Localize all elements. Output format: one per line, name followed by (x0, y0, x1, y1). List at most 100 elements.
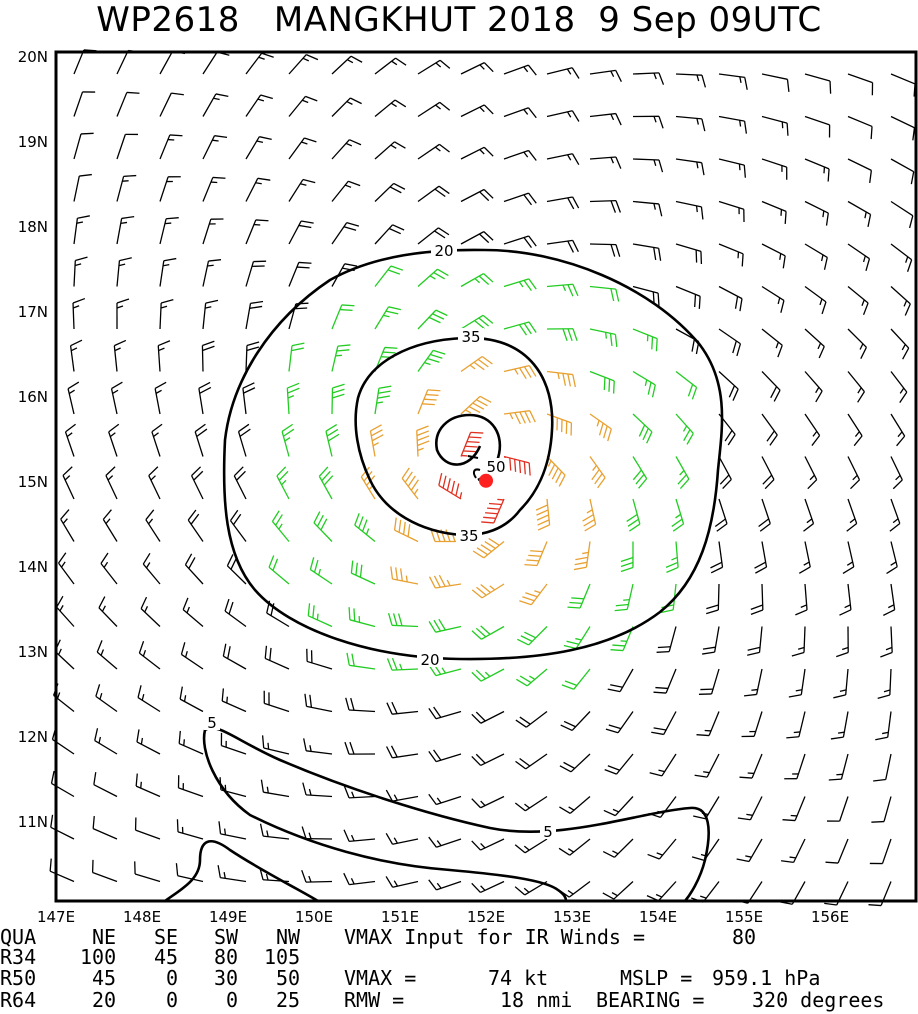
wind-barb (417, 389, 441, 415)
wind-barb (675, 456, 690, 489)
wind-barb (386, 657, 419, 671)
wind-barb (589, 285, 620, 302)
wind-barb (603, 796, 634, 817)
wind-barb (460, 314, 494, 330)
wind-barb (890, 328, 910, 360)
wind-barb (73, 215, 90, 245)
wind-barb (546, 196, 580, 210)
lat-label-14n: 14N (17, 558, 48, 576)
wind-barb (675, 243, 703, 264)
wind-barb (471, 880, 505, 894)
wind-barb (264, 645, 290, 670)
wind-barb (589, 69, 622, 82)
wind-barb (374, 265, 404, 287)
wind-barb (301, 826, 333, 840)
wind-barb (675, 158, 705, 176)
wind-barb (847, 158, 873, 184)
wind-barb (546, 456, 566, 487)
wind-barb (671, 498, 685, 532)
contour-5kt-left (164, 840, 319, 903)
wind-barb (202, 135, 228, 160)
wind-barb (825, 838, 849, 864)
lon-label-149e: 149E (208, 908, 248, 926)
wind-barb (804, 328, 825, 359)
wind-barb (417, 349, 446, 372)
r34-sw: 80 (214, 945, 239, 969)
wind-barb (116, 298, 130, 330)
wind-barb (503, 149, 537, 161)
wind-barb (546, 67, 580, 79)
wind-barb (846, 498, 858, 532)
r64-sw: 0 (226, 988, 239, 1012)
wind-barb (220, 732, 247, 755)
wind-barb (675, 200, 704, 220)
wind-barb (632, 115, 664, 129)
wind-barb (471, 583, 505, 599)
wind-barb (428, 706, 462, 720)
storm-id: WP2618 (96, 0, 240, 40)
wind-barb (741, 711, 763, 738)
quadrant-se: SE (154, 925, 179, 949)
wind-barb (180, 642, 204, 670)
wind-barb (546, 328, 578, 342)
wind-barb (718, 73, 748, 90)
lon-label-154e: 154E (638, 908, 678, 926)
wind-barb (198, 381, 212, 415)
wind-barb (417, 101, 451, 118)
lat-label-19n: 19N (17, 133, 48, 151)
wind-barb (73, 256, 88, 287)
wind-barb (656, 626, 677, 653)
wind-barb (516, 668, 548, 687)
wind-barb (803, 498, 815, 532)
wind-barb (343, 785, 376, 799)
wind-barb (460, 355, 493, 373)
wind-barb (245, 177, 271, 202)
wind-barb (428, 879, 462, 891)
quadrant-header: QUA (0, 925, 37, 949)
wind-barb (737, 796, 763, 821)
wind-barb (387, 612, 419, 628)
wind-barb (354, 513, 376, 543)
wind-barb (761, 285, 785, 313)
wind-barb (514, 795, 548, 812)
r64-label: R64 (0, 988, 37, 1012)
wind-barb (301, 869, 333, 883)
wind-barb (761, 413, 778, 446)
wind-barb (245, 260, 267, 287)
wind-barb (343, 872, 376, 886)
wind-barb (524, 541, 548, 567)
wind-barb (718, 456, 732, 490)
lon-label-151e: 151E (380, 908, 420, 926)
wind-barb (460, 104, 494, 118)
wind-barb (890, 115, 916, 141)
wind-barb (503, 455, 531, 476)
wind-barb (202, 299, 219, 330)
wind-barb (245, 136, 272, 160)
mslp-value: 959.1 hPa (712, 966, 821, 990)
wind-barb (718, 328, 742, 357)
wind-barb (159, 176, 181, 202)
wind-barb (159, 257, 177, 287)
wind-barb (761, 371, 781, 402)
wind-barb (318, 466, 334, 500)
wind-barb (471, 838, 505, 851)
lon-label-147e: 147E (36, 908, 76, 926)
wind-barb (374, 224, 405, 245)
vmax-input-value: 80 (732, 925, 757, 949)
wind-barb (116, 133, 138, 160)
wind-barb (73, 132, 94, 160)
wind-barb (471, 753, 505, 767)
wind-barb (233, 466, 247, 500)
wind-barb (559, 796, 591, 814)
wind-barb (374, 385, 392, 415)
contour-label-5-left: 5 (207, 714, 217, 732)
wind-barb (472, 537, 505, 559)
wind-barb (73, 173, 92, 202)
wind-barb (134, 817, 161, 840)
wind-barb (69, 339, 83, 372)
wind-barb (503, 278, 537, 292)
wind-barb (194, 423, 208, 457)
mslp-label: MSLP = (620, 966, 693, 990)
wind-barb (92, 815, 118, 840)
wind-barb (313, 511, 333, 542)
